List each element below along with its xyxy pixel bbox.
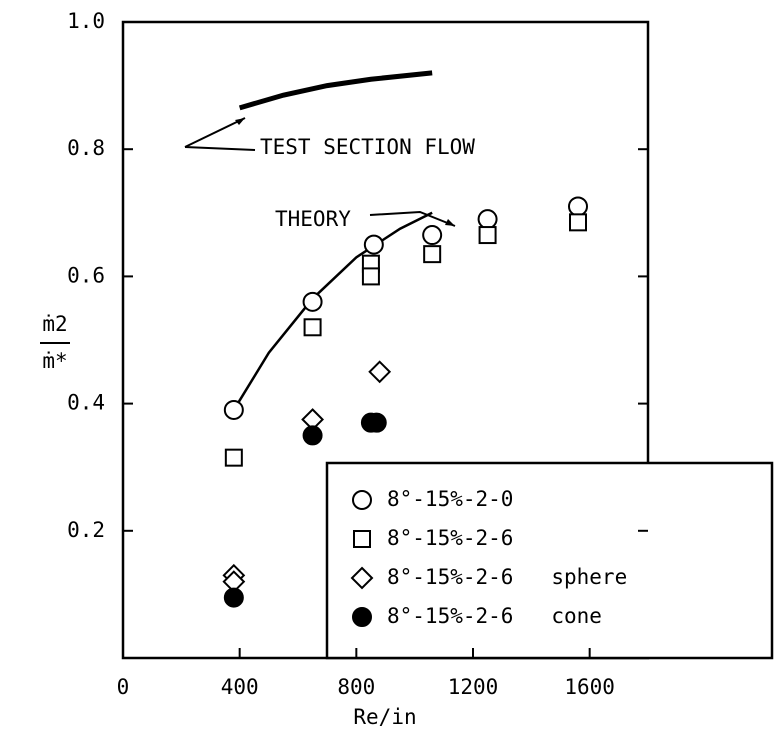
point [477, 209, 498, 230]
point [368, 360, 392, 384]
arrow-head [445, 219, 455, 226]
y-axis-label: ṁ* [42, 349, 67, 373]
curve [232, 211, 433, 411]
x-tick-label: 800 [337, 675, 375, 699]
legend-label: 8°-15%-2-6 sphere [387, 565, 627, 589]
arrow [184, 117, 246, 148]
point [423, 245, 442, 264]
legend-label: 8°-15%-2-6 [387, 526, 513, 550]
y-tick-label: 0.2 [67, 518, 105, 542]
y-tick-label: 0.6 [67, 263, 105, 287]
arrow [369, 210, 456, 227]
y-tick-label: 0.4 [67, 391, 105, 415]
annotation: TEST SECTION FLOW [260, 135, 475, 159]
point [569, 213, 587, 232]
legend [325, 461, 774, 660]
legend-marker [353, 530, 371, 548]
point [363, 234, 384, 255]
arrow-head [235, 118, 245, 125]
point [224, 448, 243, 467]
point [422, 225, 443, 246]
x-tick-label: 1600 [564, 675, 615, 699]
legend-marker [352, 607, 372, 627]
point [366, 412, 387, 433]
point [302, 425, 323, 446]
point [478, 226, 497, 245]
legend-marker [352, 490, 372, 510]
annotation: THEORY [275, 207, 351, 231]
y-axis-label: ṁ2 [42, 312, 67, 336]
arrow [184, 146, 256, 151]
point [568, 196, 588, 217]
x-tick-label: 1200 [448, 675, 499, 699]
point [223, 399, 244, 420]
point [302, 291, 323, 312]
legend-marker [350, 566, 374, 590]
x-tick-label: 0 [117, 675, 130, 699]
curve [238, 70, 433, 111]
point [361, 267, 380, 286]
point [223, 587, 244, 608]
x-axis-label: Re/in [353, 705, 416, 729]
y-tick-label: 0.8 [67, 136, 105, 160]
point [303, 318, 322, 337]
legend-label: 8°-15%-2-6 cone [387, 604, 602, 628]
y-tick-label: 1.0 [67, 9, 105, 33]
x-tick-label: 400 [221, 675, 259, 699]
legend-label: 8°-15%-2-0 [387, 487, 513, 511]
